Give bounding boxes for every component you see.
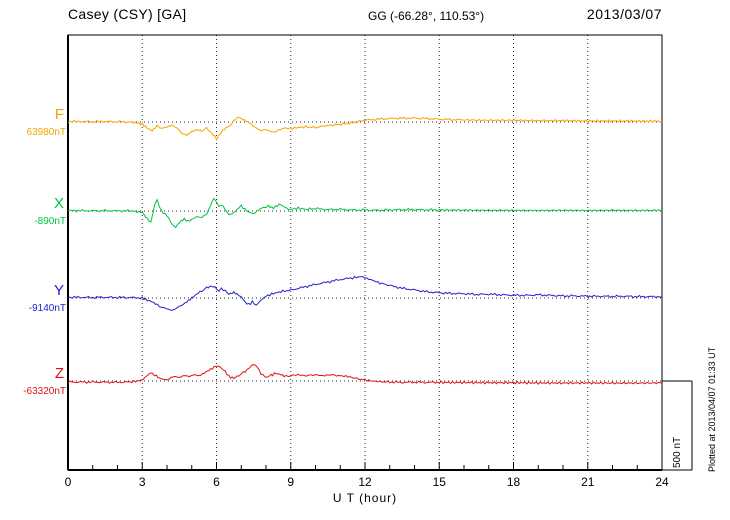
- trace-F: [67, 116, 663, 141]
- x-tick-label: 24: [655, 475, 669, 489]
- x-tick-label: 21: [581, 475, 595, 489]
- station-title: Casey (CSY) [GA]: [68, 6, 187, 22]
- channel-label-Y: Y: [53, 282, 64, 299]
- x-tick-label: 6: [213, 475, 220, 489]
- channel-value-Y: -9140nT: [28, 303, 66, 314]
- channel-label-X: X: [53, 195, 64, 212]
- trace-X: [67, 197, 663, 229]
- x-tick-label: 3: [138, 475, 146, 489]
- scale-bar-label: 500 nT: [672, 436, 683, 468]
- plot-date: 2013/03/07: [586, 6, 662, 22]
- x-axis-title: U T (hour): [332, 491, 398, 505]
- channel-label-F: F: [54, 106, 64, 123]
- trace-Z: [67, 364, 662, 385]
- x-tick-label: 0: [64, 475, 72, 489]
- plotted-at-note: Plotted at 2013/04/07 01:33 UT: [707, 346, 717, 472]
- geographic-coords: GG (-66.28°, 110.53°): [368, 9, 485, 23]
- x-tick-label: 9: [287, 475, 295, 489]
- x-tick-label: 18: [506, 475, 521, 489]
- trace-Y: [67, 275, 663, 311]
- x-tick-label: 12: [358, 475, 372, 489]
- channel-value-Z: -63320nT: [23, 386, 66, 397]
- plot-frame: [67, 34, 663, 471]
- x-tick-label: 15: [432, 475, 446, 489]
- channel-value-X: -890nT: [34, 216, 66, 227]
- channel-label-Z: Z: [54, 365, 64, 382]
- channel-value-F: 63980nT: [26, 127, 66, 138]
